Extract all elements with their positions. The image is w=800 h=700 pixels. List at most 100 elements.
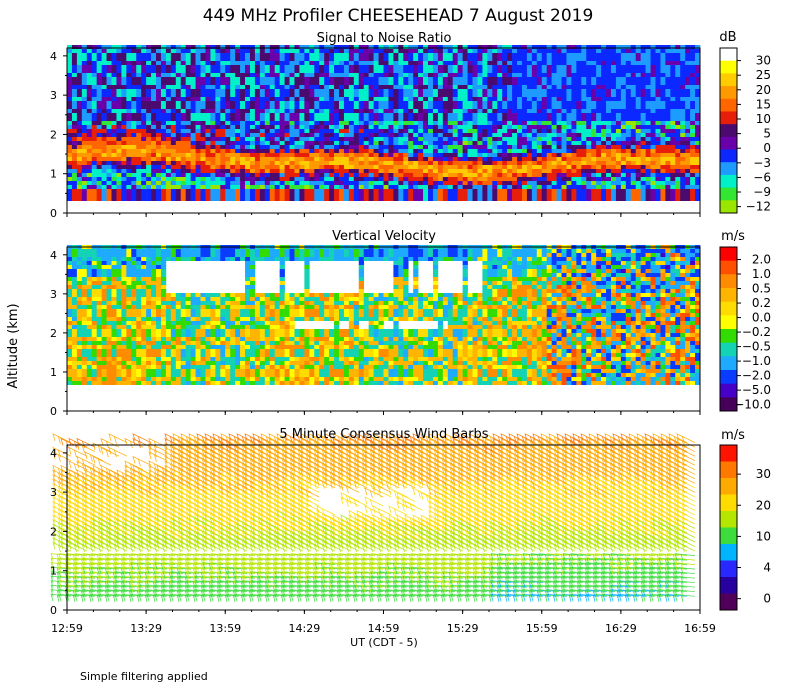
snr-cell <box>665 69 671 73</box>
snr-cell <box>615 117 622 121</box>
snr-cell <box>551 49 557 53</box>
snr-cell <box>304 105 310 109</box>
snr-cell <box>190 173 196 177</box>
snr-cell <box>650 77 656 81</box>
snr-cell <box>170 53 177 57</box>
snr-cell <box>175 81 182 85</box>
snr-cell <box>497 121 503 125</box>
snr-cell <box>432 141 439 145</box>
snr-cell <box>254 77 261 81</box>
snr-cell <box>195 153 201 157</box>
snr-cell <box>81 153 88 157</box>
snr-cell <box>205 69 211 73</box>
snr-cell <box>437 93 444 97</box>
snr-cell <box>220 113 226 117</box>
snr-cell <box>294 53 300 57</box>
snr-cell <box>437 101 444 105</box>
snr-cell <box>477 149 483 153</box>
snr-cell <box>625 189 632 193</box>
snr-cell <box>630 69 637 73</box>
snr-cell <box>111 53 117 57</box>
snr-cell <box>358 165 365 169</box>
snr-cell <box>655 93 661 97</box>
snr-cell <box>521 173 528 177</box>
snr-cell <box>477 197 483 201</box>
snr-cell <box>442 85 449 89</box>
snr-cell <box>274 57 280 61</box>
snr-cell <box>675 113 681 117</box>
snr-cell <box>334 141 340 145</box>
snr-cell <box>432 121 439 125</box>
snr-cell <box>680 145 686 149</box>
snr-cell <box>259 89 266 93</box>
snr-cell <box>116 181 122 185</box>
snr-cell <box>383 117 389 121</box>
snr-cell <box>403 97 409 101</box>
snr-cell <box>338 65 345 69</box>
snr-cell <box>640 49 646 53</box>
snr-cell <box>160 65 167 69</box>
snr-cell <box>91 121 97 125</box>
snr-cell <box>136 145 142 149</box>
snr-cell <box>541 197 547 201</box>
snr-cell <box>175 161 182 165</box>
snr-cell <box>116 193 122 197</box>
snr-cell <box>363 73 369 77</box>
snr-cell <box>185 153 191 157</box>
snr-cell <box>126 105 132 109</box>
snr-cell <box>245 57 251 61</box>
snr-cell <box>378 181 384 185</box>
snr-cell <box>467 113 473 117</box>
snr-cell <box>551 133 557 137</box>
snr-cell <box>517 193 523 197</box>
snr-cell <box>428 145 434 149</box>
snr-cell <box>254 85 261 89</box>
snr-cell <box>254 169 261 173</box>
snr-cell <box>457 173 463 177</box>
snr-cell <box>398 197 404 201</box>
snr-cell <box>116 189 122 193</box>
snr-cell <box>76 81 83 85</box>
snr-cell <box>591 149 597 153</box>
snr-cell <box>581 181 587 185</box>
snr-cell <box>185 69 191 73</box>
snr-cell <box>477 141 483 145</box>
snr-cell <box>141 89 147 93</box>
snr-cell <box>625 65 632 69</box>
snr-cell <box>314 45 320 49</box>
snr-cell <box>240 149 246 153</box>
snr-cell <box>156 173 162 177</box>
snr-cell <box>640 173 646 177</box>
snr-cell <box>151 185 157 189</box>
snr-cell <box>299 53 305 57</box>
snr-cell <box>531 189 538 193</box>
snr-cell <box>230 69 236 73</box>
snr-cell <box>423 165 429 169</box>
snr-cell <box>353 65 360 69</box>
snr-cell <box>141 169 147 173</box>
snr-cell <box>492 157 498 161</box>
snr-cell <box>86 133 93 137</box>
snr-cell <box>383 85 389 89</box>
snr-cell <box>274 65 280 69</box>
snr-cell <box>512 105 518 109</box>
snr-cell <box>71 53 78 57</box>
snr-cell <box>136 81 142 85</box>
snr-cell <box>660 153 666 157</box>
snr-cell <box>398 173 404 177</box>
snr-cell <box>541 157 547 161</box>
snr-cell <box>284 65 290 69</box>
snr-cell <box>200 109 206 113</box>
snr-cell <box>393 57 399 61</box>
snr-cell <box>462 185 468 189</box>
snr-cell <box>264 145 271 149</box>
snr-cell <box>106 113 112 117</box>
snr-cell <box>165 185 172 189</box>
snr-cell <box>101 49 107 53</box>
snr-cell <box>96 145 102 149</box>
snr-cell <box>81 185 88 189</box>
snr-cell <box>289 177 295 181</box>
snr-cell <box>254 73 261 77</box>
snr-cell <box>309 121 315 125</box>
snr-cell <box>67 69 73 73</box>
